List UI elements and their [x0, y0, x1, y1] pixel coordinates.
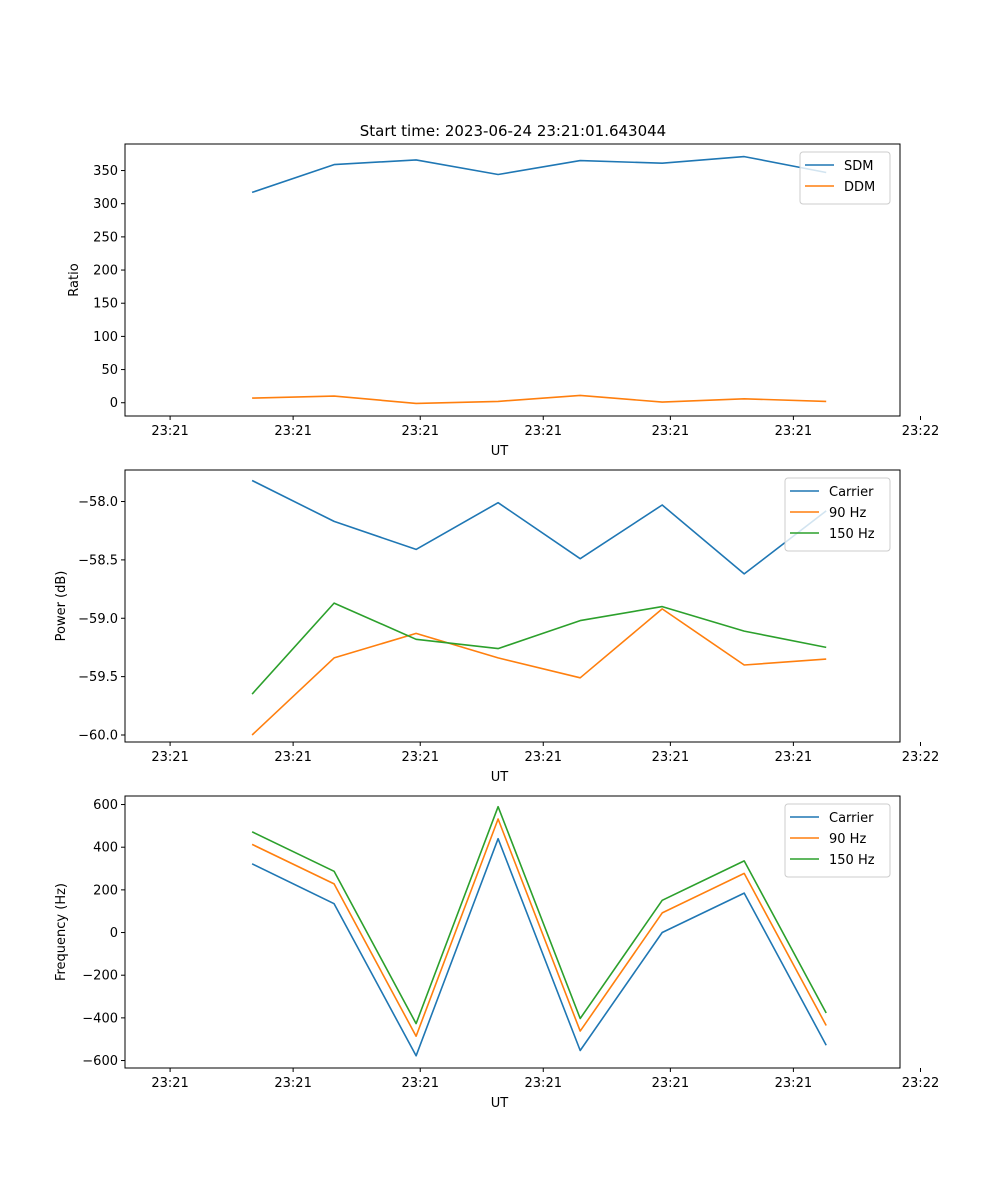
series-line-90-hz	[251, 608, 827, 736]
x-tick-label: 23:21	[151, 424, 188, 439]
x-tick-label: 23:21	[151, 750, 188, 765]
y-tick-label: −200	[82, 969, 118, 984]
x-tick-label: 23:22	[902, 750, 939, 765]
legend-label: 90 Hz	[829, 832, 866, 847]
x-axis-label: UT	[491, 770, 509, 785]
y-tick-label: 250	[93, 230, 118, 245]
series-line-ddm	[252, 394, 827, 405]
x-tick-label: 23:21	[402, 424, 439, 439]
legend-label: 150 Hz	[829, 527, 875, 542]
series-line-carrier	[251, 479, 827, 575]
y-tick-label: −600	[82, 1054, 118, 1069]
chart-panel-1: 23:21 23:21 23:21 23:21 23:21 23:21 23:22 0 50 10…	[67, 143, 939, 459]
chart-panel-2: 23:21 23:21 23:21 23:21 23:21 23:21 23:22 −60.0…	[54, 469, 939, 785]
legend-label: SDM	[844, 159, 873, 174]
y-tick-label: 150	[93, 297, 118, 312]
x-tick-label: 23:21	[652, 424, 689, 439]
x-tick-label: 23:22	[902, 1076, 939, 1091]
legend-label: 150 Hz	[829, 853, 875, 868]
x-tick-label: 23:21	[402, 1076, 439, 1091]
legend: Carrier 90 Hz 150 Hz	[784, 477, 891, 552]
x-tick-label: 23:21	[775, 1076, 812, 1091]
x-tick-label: 23:21	[402, 750, 439, 765]
x-tick-label: 23:21	[775, 750, 812, 765]
axes-frame	[124, 143, 901, 417]
legend-label: DDM	[844, 180, 875, 195]
series-line-sdm	[251, 155, 827, 194]
axes-frame	[124, 469, 901, 743]
y-tick-label: 200	[93, 883, 118, 898]
y-tick-label: −59.5	[78, 670, 118, 685]
x-tick-label: 23:21	[274, 1076, 311, 1091]
legend: SDM DDM	[799, 151, 891, 205]
x-tick-label: 23:21	[525, 1076, 562, 1091]
x-tick-label: 23:21	[151, 1076, 188, 1091]
legend: Carrier 90 Hz 150 Hz	[784, 803, 891, 878]
y-tick-label: 350	[93, 164, 118, 179]
y-tick-label: −58.0	[78, 495, 118, 510]
axes-frame	[124, 795, 901, 1069]
y-tick-label: 0	[110, 926, 118, 941]
x-tick-label: 23:21	[775, 424, 812, 439]
legend-label: Carrier	[829, 811, 874, 826]
legend-label: Carrier	[829, 485, 874, 500]
y-axis-label: Power (dB)	[54, 571, 69, 642]
y-tick-label: 600	[93, 798, 118, 813]
y-axis-label: Ratio	[67, 263, 82, 296]
x-tick-label: 23:21	[525, 750, 562, 765]
y-tick-label: 50	[101, 363, 118, 378]
chart-panels: 23:21 23:21 23:21 23:21 23:21 23:21 23:22 0 50 10…	[54, 143, 939, 1111]
x-tick-label: 23:21	[652, 1076, 689, 1091]
series-line-150-hz	[251, 602, 827, 695]
series-line-carrier	[251, 837, 827, 1057]
y-tick-label: −60.0	[78, 728, 118, 743]
series-line-150-hz	[251, 805, 827, 1025]
y-tick-label: 0	[110, 396, 118, 411]
legend-label: 90 Hz	[829, 506, 866, 521]
figure-title: Start time: 2023-06-24 23:21:01.643044	[360, 122, 666, 140]
series-line-90-hz	[251, 818, 827, 1037]
y-tick-label: −400	[82, 1011, 118, 1026]
y-axis-label: Frequency (Hz)	[54, 883, 69, 981]
y-tick-label: 400	[93, 841, 118, 856]
x-tick-label: 23:21	[525, 424, 562, 439]
x-axis-label: UT	[491, 444, 509, 459]
x-axis-label: UT	[491, 1096, 509, 1111]
y-tick-label: −58.5	[78, 553, 118, 568]
y-tick-label: −59.0	[78, 612, 118, 627]
x-tick-label: 23:21	[652, 750, 689, 765]
y-tick-label: 200	[93, 264, 118, 279]
y-tick-label: 100	[93, 330, 118, 345]
x-tick-label: 23:22	[902, 424, 939, 439]
x-tick-label: 23:21	[274, 750, 311, 765]
x-tick-label: 23:21	[274, 424, 311, 439]
y-tick-label: 300	[93, 197, 118, 212]
chart-panel-3: 23:21 23:21 23:21 23:21 23:21 23:21 23:22 −600 −…	[54, 795, 939, 1111]
